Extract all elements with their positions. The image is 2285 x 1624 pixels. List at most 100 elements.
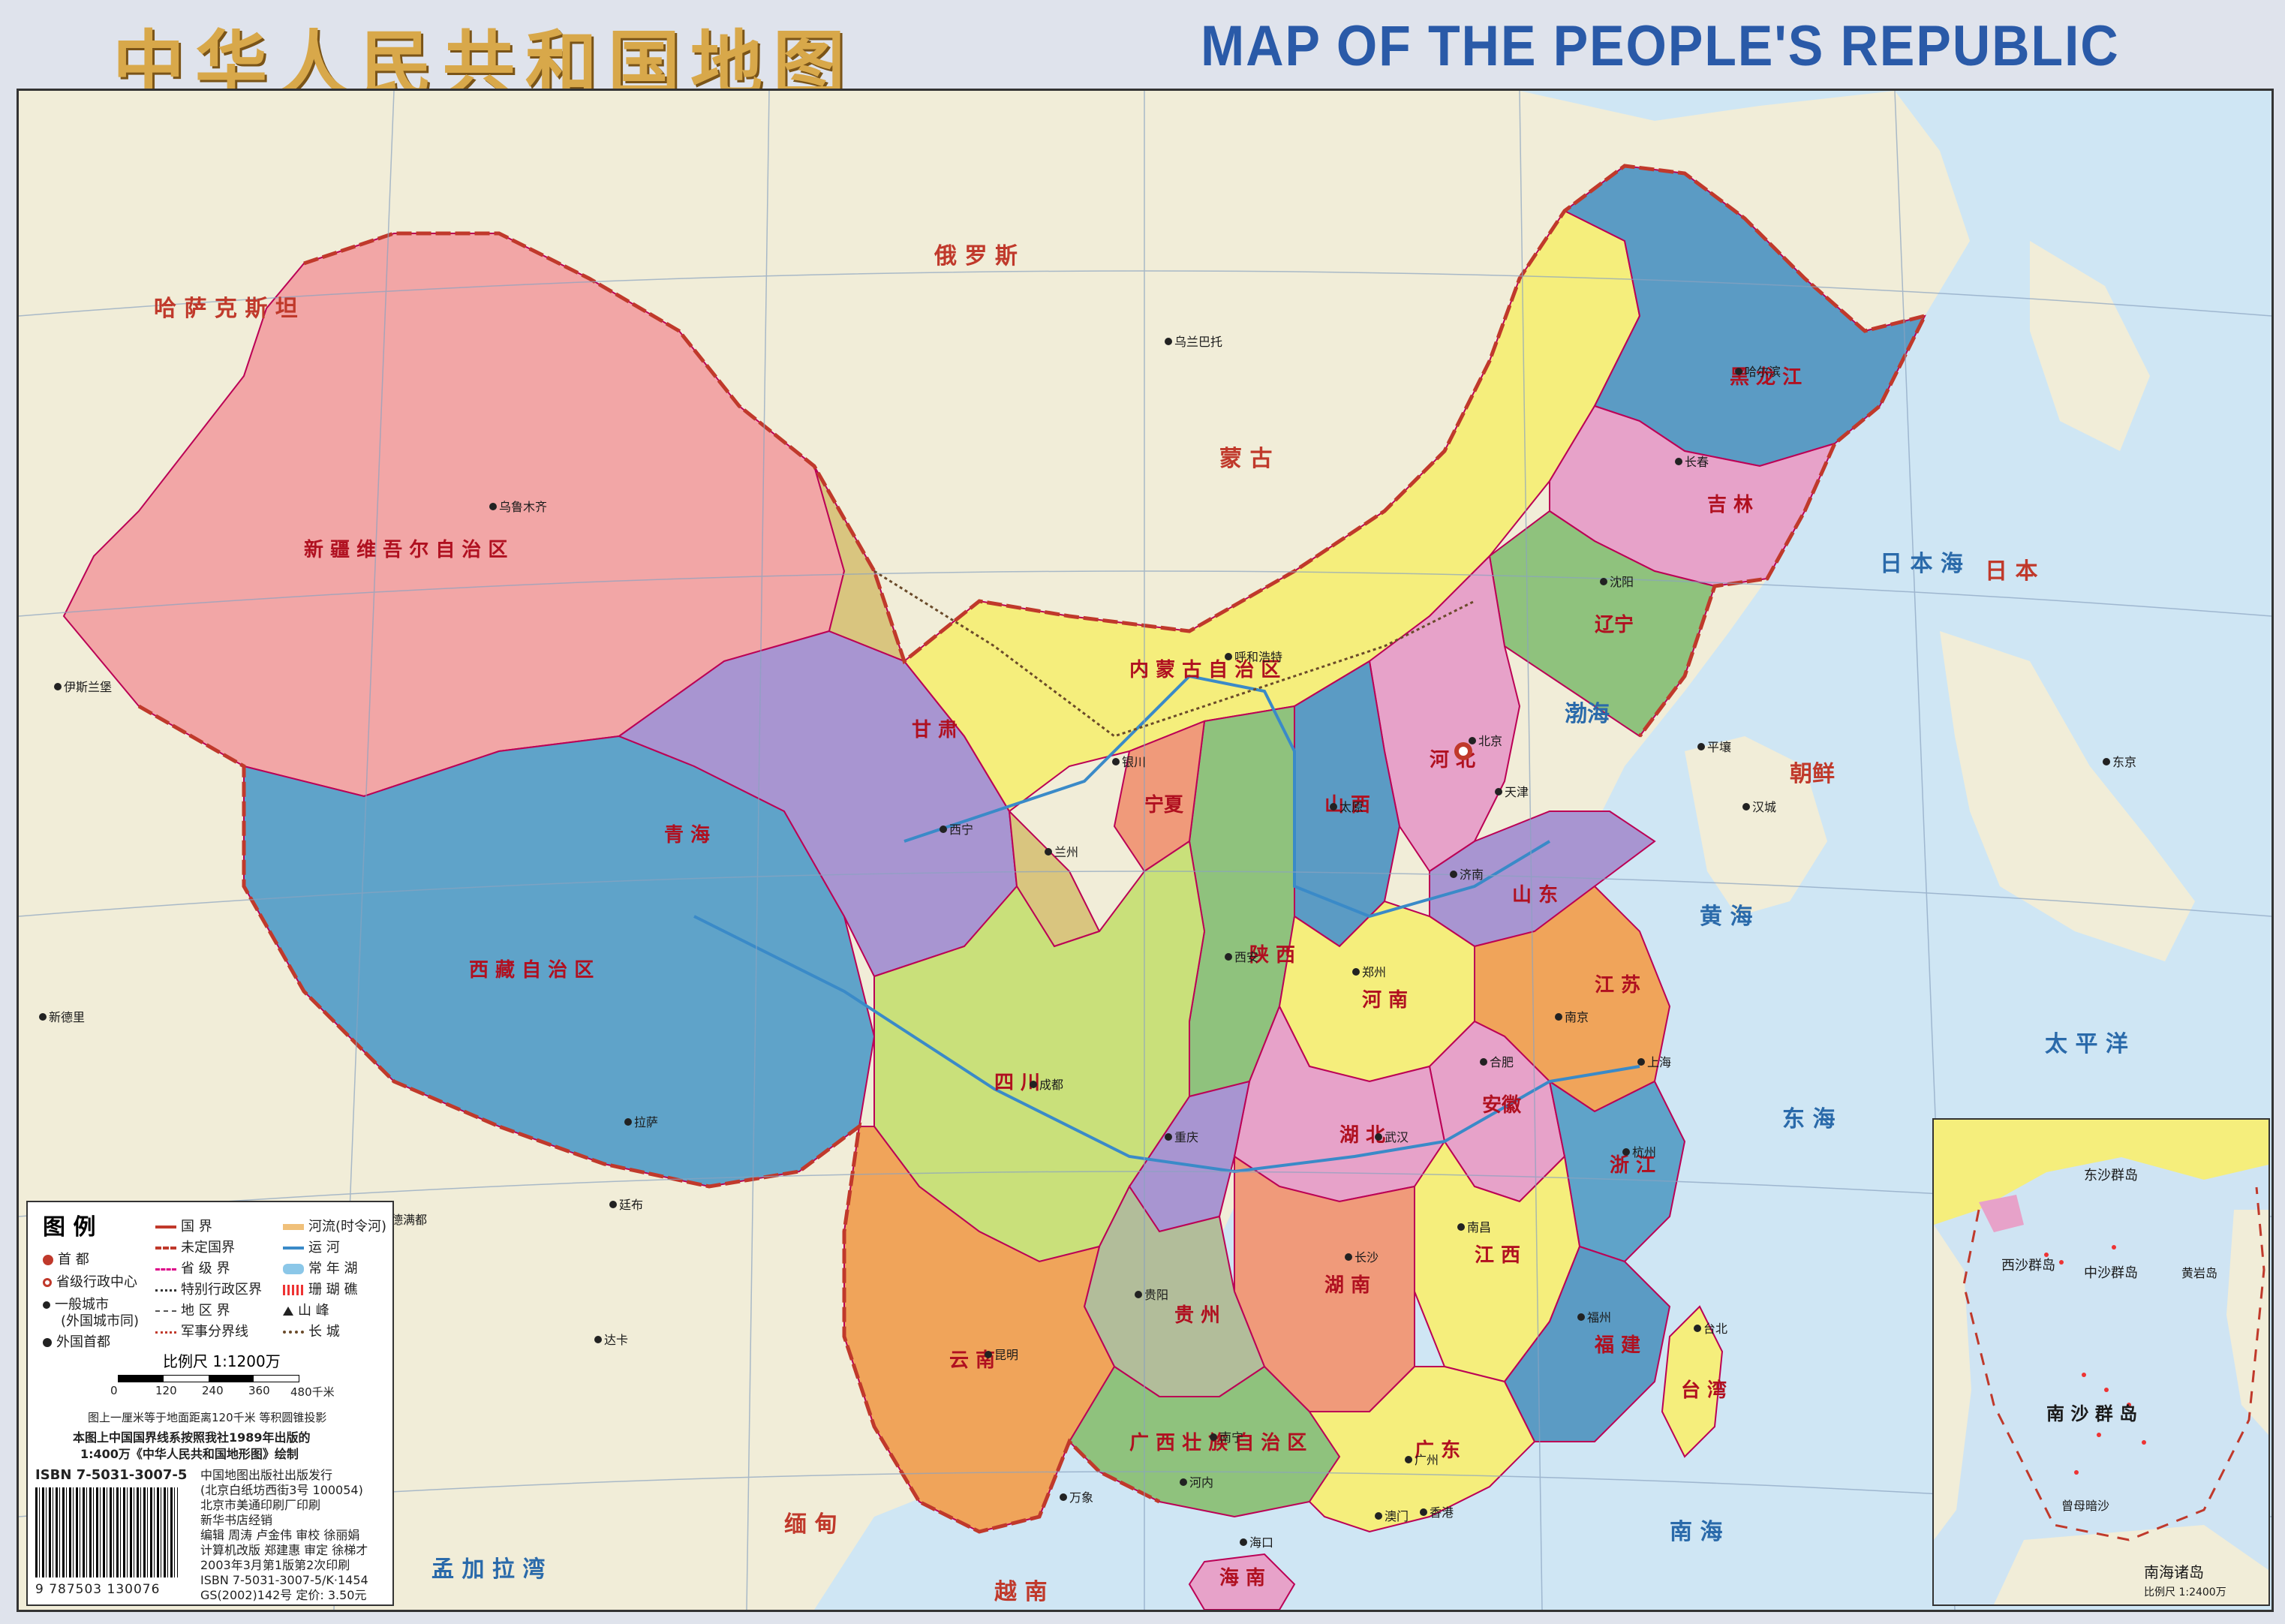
inset-mainland: [1934, 1120, 2268, 1225]
city-dot: [1742, 803, 1750, 810]
city-label: 济南: [1460, 868, 1484, 882]
inset-label-huangyan: 黄岩岛: [2181, 1266, 2217, 1280]
city-dot: [1622, 1148, 1630, 1156]
city-label: 达卡: [604, 1333, 628, 1347]
city-label: 新德里: [49, 1010, 85, 1024]
city-dot: [1375, 1512, 1382, 1520]
south-china-sea-inset: 东沙群岛 西沙群岛 中沙群岛 南 沙 群 岛 曾母暗沙 黄岩岛 南海诸岛 比例尺…: [1932, 1118, 2270, 1606]
legend-provincial-center: 省级行政中心: [43, 1271, 137, 1291]
inset-label-nansha: 南 沙 群 岛: [2046, 1403, 2137, 1424]
publisher-line: 计算机改版 郑建惠 审定 徐梯才: [200, 1543, 368, 1557]
city-label: 天津: [1505, 785, 1529, 799]
province-label: 湖 南: [1324, 1274, 1370, 1297]
city-label: 兰州: [1054, 845, 1078, 859]
scale-tick: 360: [248, 1384, 270, 1397]
city-dot: [1480, 1058, 1487, 1066]
city-dot: [1045, 848, 1052, 856]
province-layer: [62, 164, 1926, 1610]
legend-reef: 珊 瑚 礁: [283, 1279, 357, 1298]
isbn: ISBN 7-5031-3007-5: [35, 1467, 188, 1483]
sea-label: 南 海: [1670, 1519, 1722, 1545]
city-label: 北京: [1478, 734, 1502, 748]
national-border-southwest: [137, 704, 1161, 1534]
city-dot: [1030, 1081, 1037, 1088]
city-label: 长沙: [1354, 1250, 1379, 1265]
city-dot: [54, 683, 62, 690]
city-label: 哈尔滨: [1745, 365, 1781, 379]
sea-label: 东 海: [1782, 1106, 1835, 1132]
legend-peak: 山 峰: [283, 1300, 329, 1319]
foreign-capital-icon: [43, 1338, 52, 1347]
city-dot: [1450, 871, 1457, 878]
scale-tick: 0: [110, 1384, 118, 1397]
city-label: 南宁: [1219, 1430, 1243, 1445]
city-label: 东京: [2112, 755, 2136, 769]
province-hainan[interactable]: [1188, 1553, 1296, 1610]
inset-label-dongsha: 东沙群岛: [2084, 1168, 2138, 1183]
city-dot: [1457, 1223, 1465, 1231]
scale-note: 图上一厘米等于地面距离120千米 等积圆锥投影: [88, 1411, 327, 1424]
city-label: 重庆: [1174, 1130, 1198, 1144]
city-label: 廷布: [619, 1198, 643, 1212]
great-wall-icon: [283, 1331, 304, 1334]
region-border-icon: [155, 1310, 176, 1312]
legend-undefined-border: 未定国界: [155, 1237, 235, 1256]
publisher-line: 中国地图出版社出版发行: [200, 1468, 333, 1482]
scale-bar: [118, 1375, 299, 1382]
inset-label-xisha: 西沙群岛: [2001, 1258, 2055, 1274]
city-label: 西安: [1234, 950, 1258, 964]
legend-city: 一般城市: [43, 1294, 109, 1313]
province-label: 台 湾: [1681, 1379, 1727, 1402]
publisher-line: 2003年3月第1版第2次印刷: [200, 1558, 350, 1572]
city-label: 太原: [1339, 800, 1363, 814]
map-frame: 俄 罗 斯蒙 古哈 萨 克 斯 坦印 度朝鲜日 本缅 甸越 南 新 疆 维 吾 …: [17, 89, 2274, 1612]
city-label: 成都: [1039, 1078, 1063, 1092]
city-dot: [1555, 1013, 1562, 1021]
city-label: 台北: [1703, 1322, 1727, 1336]
city-label: 平壤: [1707, 740, 1731, 754]
national-border: [303, 164, 1929, 738]
country-label: 越 南: [994, 1579, 1047, 1605]
japan-islands: [1940, 631, 2195, 961]
capital-icon: [43, 1255, 53, 1265]
province-label: 浙 江: [1610, 1154, 1655, 1177]
barcode-number: 9 787503 130076: [35, 1582, 161, 1597]
city-dot: [1240, 1538, 1247, 1546]
legend-panel: 图 例 首 都 省级行政中心 一般城市 (外国城市同) 外国首都 国 界 未定国…: [26, 1201, 394, 1606]
peak-icon: [283, 1307, 293, 1316]
legend-national-border: 国 界: [155, 1216, 212, 1235]
city-dot: [1165, 1133, 1172, 1141]
city-label: 万象: [1069, 1490, 1093, 1505]
country-label: 俄 罗 斯: [934, 243, 1018, 269]
province-label-layer: 新 疆 维 吾 尔 自 治 区西 藏 自 治 区 青 海 甘 肃 内 蒙 古 自 治 …: [304, 366, 1802, 1589]
inset-reefs: [2044, 1245, 2146, 1475]
city-dot: [489, 503, 497, 510]
provincial-border-icon: [155, 1268, 176, 1271]
province-taiwan[interactable]: [1661, 1305, 1724, 1458]
city-dot: [1697, 743, 1705, 750]
province-guangdong[interactable]: [1308, 1366, 1536, 1533]
inset-label-zengmu: 曾母暗沙: [2061, 1499, 2109, 1513]
lake-icon: [283, 1264, 304, 1274]
city-dot: [609, 1201, 617, 1208]
border-line-icon: [155, 1226, 176, 1229]
inset-borneo: [1994, 1525, 2268, 1604]
inset-title: 南海诸岛: [2144, 1563, 2204, 1581]
publisher-line: GS(2002)142号 定价: 3.50元: [200, 1588, 367, 1602]
scale-tick: 240: [202, 1384, 224, 1397]
great-wall: [873, 570, 1475, 738]
city-label: 河内: [1189, 1475, 1213, 1490]
city-dot: [1495, 788, 1502, 795]
city-label: 上海: [1647, 1055, 1671, 1069]
province-label: 海 南: [1219, 1567, 1265, 1589]
city-dot: [1135, 1291, 1142, 1298]
capital-star-icon: [1454, 742, 1472, 760]
city-label: 沈阳: [1610, 575, 1634, 589]
city-dot: [1637, 1058, 1645, 1066]
inset-label-zhongsha: 中沙群岛: [2084, 1265, 2138, 1281]
province-label: 陕 西: [1249, 944, 1295, 967]
city-dot: [1060, 1493, 1067, 1501]
city-label: 杭州: [1632, 1145, 1656, 1159]
